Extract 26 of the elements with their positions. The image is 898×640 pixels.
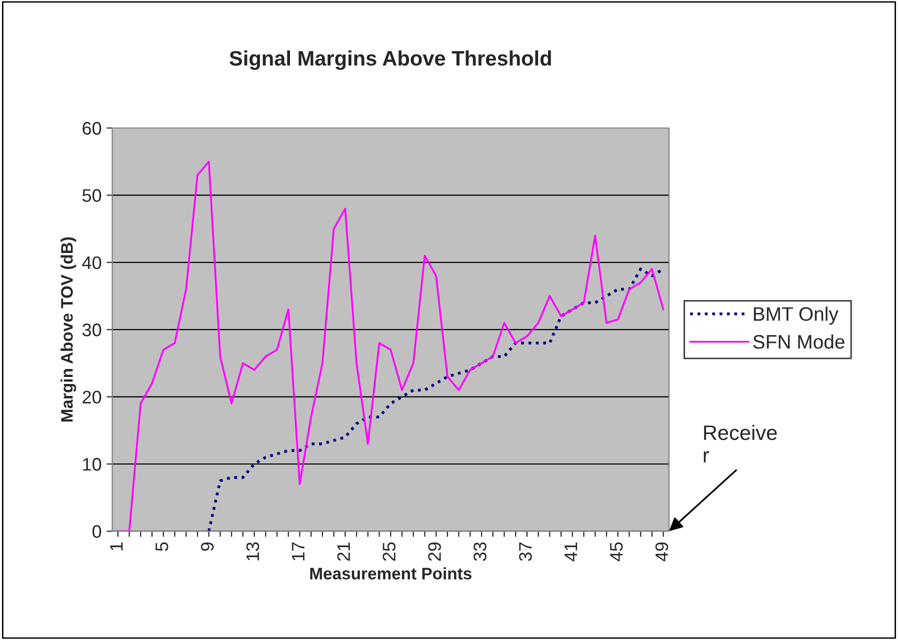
x-tick-label: 45 [610, 542, 623, 562]
text: Receive r [704, 424, 777, 462]
y-tick-label: 10 [83, 458, 102, 471]
x-tick-label: 9 [200, 542, 214, 551]
y-tick-label: 0 [92, 525, 102, 538]
x-tick-label: 13 [246, 542, 260, 560]
y-axis-title: Margin Above TOV (dB) [60, 237, 76, 422]
legend-label: BMT Only [754, 306, 838, 325]
x-tick-label: 17 [292, 542, 304, 560]
x-tick-label: 33 [474, 542, 486, 562]
y-tick-label: 20 [82, 390, 102, 404]
x-tick-label: 37 [519, 542, 532, 562]
x-tick-label: 41 [564, 542, 578, 562]
y-tick-label: 40 [82, 256, 102, 270]
x-tick-label: 5 [156, 542, 168, 551]
chart-title: Signal Margins Above Threshold [230, 50, 551, 70]
x-tick-label: 29 [428, 542, 441, 561]
x-tick-label: 21 [337, 542, 350, 561]
y-tick-label: 30 [82, 324, 102, 336]
y-tick-label: 60 [82, 122, 102, 135]
x-tick-label: 25 [382, 542, 396, 561]
legend-label: SFN Mode [753, 334, 844, 349]
x-axis-title: Measurement Points [310, 567, 472, 580]
x-tick-label: 1 [110, 542, 123, 550]
y-tick-label: 50 [82, 189, 102, 202]
x-tick-label: 49 [655, 542, 668, 562]
